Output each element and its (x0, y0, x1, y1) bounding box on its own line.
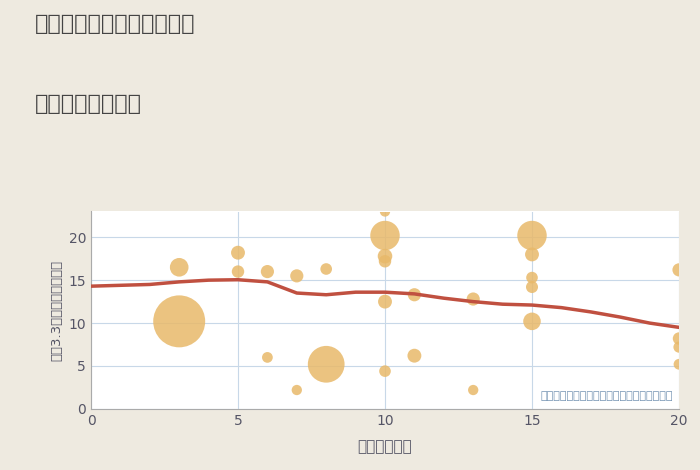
X-axis label: 駅距離（分）: 駅距離（分） (358, 439, 412, 454)
Point (673, 335, 685, 342)
Text: 駅距離別土地価格: 駅距離別土地価格 (35, 94, 142, 114)
Point (468, 386, 479, 394)
Point (673, 360, 685, 368)
Point (262, 268, 273, 275)
Point (174, 318, 185, 325)
Point (673, 266, 685, 274)
Point (379, 368, 391, 375)
Point (379, 208, 391, 215)
Point (526, 274, 538, 282)
Point (526, 283, 538, 291)
Point (291, 272, 302, 280)
Point (468, 295, 479, 303)
Point (321, 360, 332, 368)
Point (526, 232, 538, 239)
Point (379, 232, 391, 239)
Point (526, 251, 538, 258)
Point (174, 264, 185, 271)
Point (673, 344, 685, 351)
Y-axis label: 坪（3.3㎡）単価（万円）: 坪（3.3㎡）単価（万円） (50, 259, 63, 361)
Point (379, 298, 391, 306)
Text: 円の大きさは、取引のあった物件面積を示す: 円の大きさは、取引のあった物件面積を示す (540, 391, 673, 401)
Text: 兵庫県豊岡市日高町荒川の: 兵庫県豊岡市日高町荒川の (35, 14, 195, 34)
Point (409, 352, 420, 360)
Point (321, 265, 332, 273)
Point (262, 353, 273, 361)
Point (379, 252, 391, 260)
Point (409, 291, 420, 298)
Point (232, 249, 244, 257)
Point (232, 268, 244, 275)
Point (291, 386, 302, 394)
Point (526, 318, 538, 325)
Point (379, 258, 391, 265)
